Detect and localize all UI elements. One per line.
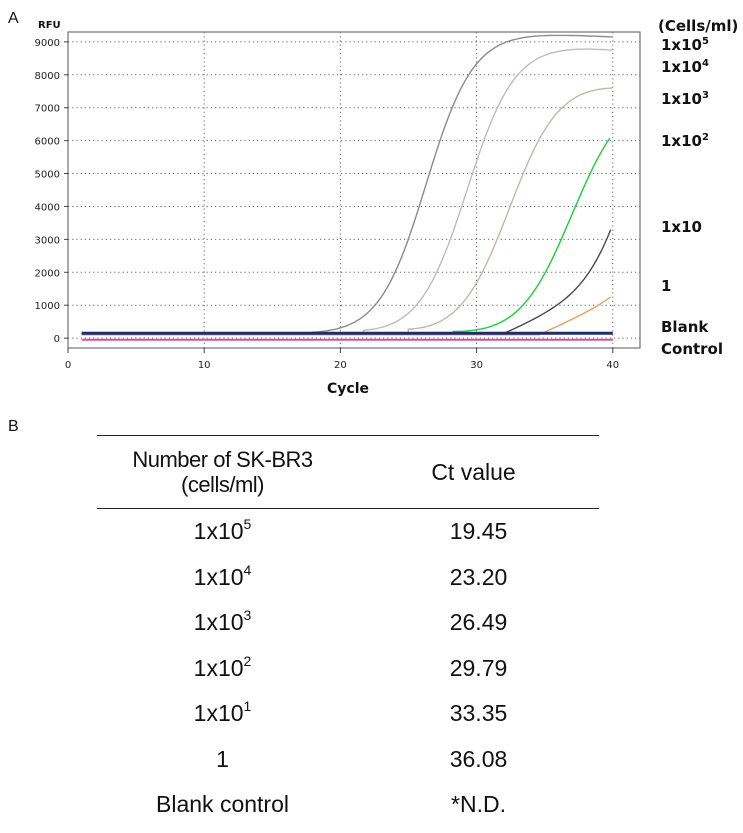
tick-labels: 0 1000 2000 3000 4000 5000 6000 7000 8000 9000 0 10… [35, 38, 620, 371]
series-line [81, 34, 613, 336]
cell-ct-value: 33.35 [449, 700, 508, 727]
header-line-1: Number of SK-BR3 [132, 446, 313, 472]
axes [64, 41, 614, 353]
x-tick-label: 0 [65, 360, 71, 371]
table-body: 1x105 19.45 1x104 23.20 1x103 26.49 1x102 29.79… [97, 509, 599, 828]
table-row: 1x102 29.79 [97, 646, 599, 692]
x-tick-label: 40 [606, 360, 619, 371]
series-line [81, 229, 612, 336]
table-row: 1x105 19.45 [97, 509, 599, 555]
panel-b-label: B [8, 418, 19, 435]
table-row: 1x103 26.49 [97, 600, 599, 646]
cell-ct-value: 26.49 [449, 609, 508, 636]
y-tick-label: 3000 [35, 235, 60, 246]
table-row: 1x101 33.35 [97, 691, 599, 737]
cell-ct-value: 36.08 [449, 745, 508, 772]
y-axis-label: RFU [38, 20, 61, 31]
panel-a-label: A [8, 10, 19, 27]
table-row: 1 36.08 [97, 737, 599, 783]
x-tick-label: 10 [198, 360, 211, 371]
series-line [81, 296, 611, 336]
series-label: 1x10 [661, 218, 702, 236]
legend-title: (Cells/ml) [658, 17, 739, 35]
series-label: 1 [661, 277, 672, 295]
cell-ct-value: 19.45 [449, 518, 508, 545]
cell-concentration: 1x104 [193, 561, 252, 590]
series-label: 1x104 [661, 58, 709, 76]
x-axis-label: Cycle [327, 381, 369, 397]
y-tick-label: 5000 [35, 170, 60, 181]
series-label: Blank [661, 318, 709, 336]
cell-concentration: 1x101 [193, 698, 252, 727]
series-label: 1x103 [661, 90, 709, 108]
cell-concentration: 1x105 [193, 516, 252, 545]
series-label: 1x102 [661, 132, 709, 150]
table-header-row: Number of SK-BR3 (cells/ml) Ct value [97, 435, 599, 509]
cell-ct-value: *N.D. [451, 791, 506, 818]
ct-table: Number of SK-BR3 (cells/ml) Ct value 1x1… [97, 435, 599, 828]
x-tick-label: 20 [334, 360, 347, 371]
y-tick-label: 9000 [35, 38, 60, 49]
y-tick-label: 0 [54, 334, 60, 345]
y-tick-label: 6000 [35, 137, 60, 148]
y-tick-label: 7000 [35, 104, 60, 115]
grid-lines [67, 31, 641, 349]
cell-concentration: Blank control [156, 791, 289, 818]
series-label: Control [661, 340, 724, 358]
series-line [81, 137, 611, 336]
series-label: 1x105 [661, 36, 709, 54]
cell-concentration: 1x103 [193, 607, 252, 636]
header-line-2: (cells/ml) [181, 472, 265, 497]
table-row: Blank control *N.D. [97, 782, 599, 828]
table-row: 1x104 23.20 [97, 555, 599, 601]
header-cells-number: Number of SK-BR3 (cells/ml) [97, 435, 348, 509]
series-line [81, 87, 613, 336]
series-lines [81, 34, 613, 341]
amplification-chart: 0 1000 2000 3000 4000 5000 6000 7000 8000 9000 0 10… [35, 20, 641, 397]
cell-ct-value: 29.79 [449, 654, 508, 681]
cell-concentration: 1x102 [193, 652, 252, 681]
x-tick-label: 30 [470, 360, 483, 371]
cell-ct-value: 23.20 [449, 563, 508, 590]
header-ct-value: Ct value [348, 435, 599, 509]
y-tick-label: 2000 [35, 268, 60, 279]
cell-concentration: 1 [216, 745, 229, 772]
series-line [81, 48, 613, 336]
y-tick-label: 1000 [35, 301, 60, 312]
y-tick-label: 8000 [35, 71, 60, 82]
y-tick-label: 4000 [35, 202, 60, 213]
plot-frame [67, 31, 641, 349]
